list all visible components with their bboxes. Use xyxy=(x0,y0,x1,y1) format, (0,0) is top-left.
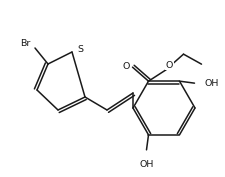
Text: O: O xyxy=(165,61,172,70)
Text: OH: OH xyxy=(139,160,153,169)
Text: S: S xyxy=(77,45,83,55)
Text: O: O xyxy=(122,62,130,71)
Text: OH: OH xyxy=(204,79,218,88)
Text: Br: Br xyxy=(20,39,30,47)
